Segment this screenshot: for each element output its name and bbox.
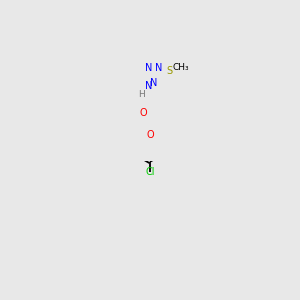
Text: H: H <box>139 90 145 99</box>
Text: N: N <box>150 78 157 88</box>
Text: O: O <box>139 108 147 118</box>
Text: S: S <box>166 66 172 76</box>
Text: N: N <box>155 62 162 73</box>
Text: N: N <box>145 81 152 91</box>
Text: CH₃: CH₃ <box>172 63 189 72</box>
Text: O: O <box>146 130 154 140</box>
Text: N: N <box>145 62 152 73</box>
Text: Cl: Cl <box>145 167 155 176</box>
